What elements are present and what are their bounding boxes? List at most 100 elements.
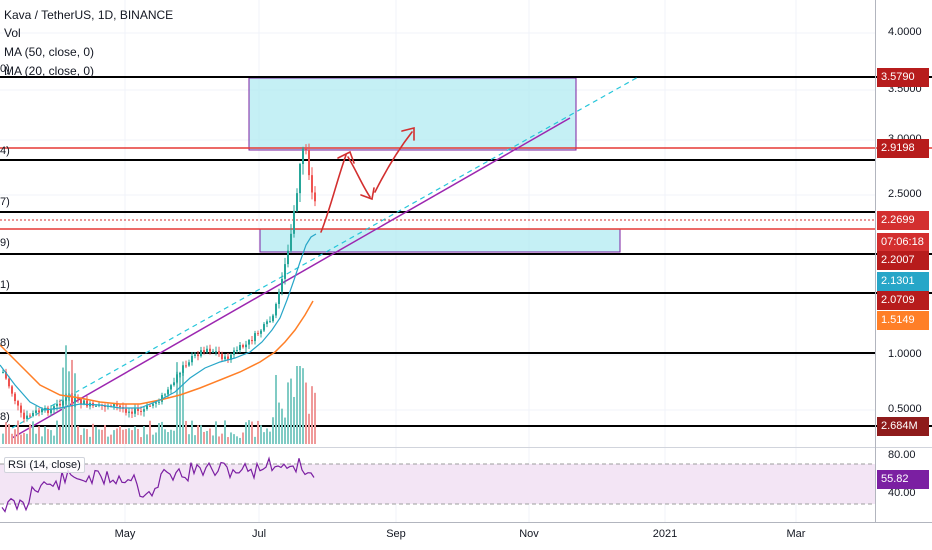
candle-body — [128, 411, 130, 413]
volume-bar — [224, 420, 226, 444]
candle-body — [299, 164, 301, 194]
candlesticks — [2, 143, 316, 423]
volume-bar — [200, 425, 202, 444]
volume-bar — [32, 421, 34, 444]
candle-body — [20, 405, 22, 413]
volume-bar — [47, 429, 49, 444]
candle-body — [29, 415, 31, 417]
price-axis-border — [875, 0, 876, 522]
candle-body — [41, 409, 43, 413]
candle-body — [155, 402, 157, 404]
candle-body — [17, 401, 19, 406]
volume-bar — [248, 420, 250, 444]
upper-target-zone[interactable] — [248, 77, 577, 151]
candle-body — [188, 362, 190, 366]
candle-body — [113, 404, 115, 407]
candle-body — [38, 410, 40, 413]
ma50-tag: 1.5149 — [877, 311, 929, 330]
trendline-dashed[interactable] — [11, 75, 641, 429]
candle-body — [8, 378, 10, 387]
price-tick: 2.5000 — [888, 188, 922, 200]
candle-body — [296, 193, 298, 211]
volume-bar — [260, 425, 262, 444]
candle-body — [179, 372, 181, 375]
price-tick: 1.0000 — [888, 348, 922, 360]
level-tag-zone: 2.9198 — [877, 139, 929, 158]
volume-bar — [275, 374, 277, 444]
last-price-tag: 2.2699 — [877, 211, 929, 230]
lower-support-zone[interactable] — [259, 228, 621, 253]
volume-bar — [86, 429, 88, 444]
vol-legend[interactable]: Vol — [4, 26, 21, 40]
volume-bar — [203, 431, 205, 444]
candle-body — [50, 409, 52, 414]
volume-bar — [134, 426, 136, 444]
volume-bar — [194, 435, 196, 444]
volume-bar — [314, 392, 316, 444]
volume-bar — [74, 373, 76, 444]
price-tick: 4.0000 — [888, 26, 922, 38]
candle-body — [212, 351, 214, 353]
candle-body — [197, 354, 199, 357]
candle-body — [134, 408, 136, 414]
volume-bar — [29, 424, 31, 444]
rsi-legend[interactable]: RSI (14, close) — [4, 457, 85, 473]
candle-body — [281, 278, 283, 292]
candle-body — [173, 382, 175, 386]
candle-body — [245, 344, 247, 348]
volume-bar — [59, 426, 61, 444]
volume-bar — [278, 402, 280, 444]
ma50-line — [0, 300, 314, 405]
candle-body — [2, 371, 4, 373]
volume-bar — [2, 433, 4, 444]
volume-bar — [26, 433, 28, 444]
trendline-solid[interactable] — [11, 117, 571, 439]
volume-bar — [101, 429, 103, 444]
candle-body — [167, 389, 169, 395]
volume-bar — [191, 420, 193, 444]
candle-body — [314, 192, 316, 202]
candle-body — [224, 356, 226, 360]
time-tick: Nov — [519, 528, 539, 540]
projection-arrows[interactable] — [320, 126, 415, 233]
volume-bar — [146, 434, 148, 444]
volume-bar — [44, 426, 46, 444]
volume-bar — [209, 428, 211, 444]
volume-bar — [263, 432, 265, 444]
candle-body — [11, 386, 13, 394]
volume-bar — [164, 429, 166, 444]
volume-bar — [140, 437, 142, 444]
candle-body — [287, 250, 289, 265]
pane-separator[interactable] — [0, 447, 875, 448]
rsi-band — [0, 464, 875, 504]
volume-bar — [11, 433, 13, 444]
symbol-title[interactable]: Kava / TetherUS, 1D, BINANCE — [4, 8, 174, 22]
candle-body — [218, 351, 220, 355]
candle-body — [137, 408, 139, 411]
volume-bar — [122, 429, 124, 444]
volume-bar — [125, 429, 127, 444]
volume-bar — [257, 420, 259, 444]
volume-bar — [128, 428, 130, 444]
volume-bar — [197, 425, 199, 444]
time-tick: 2021 — [652, 528, 678, 540]
time-tick: May — [114, 528, 136, 540]
candle-body — [35, 410, 37, 413]
volume-bar — [302, 368, 304, 444]
volume-bar — [167, 432, 169, 444]
candle-body — [248, 340, 250, 345]
rsi-line — [1, 456, 315, 513]
time-tick: Mar — [786, 528, 806, 540]
volume-bar — [50, 430, 52, 444]
ma20-legend[interactable]: MA (20, close, 0) — [4, 64, 95, 78]
candle-body — [275, 303, 277, 316]
candle-body — [194, 354, 196, 356]
cut-label: 8) — [0, 411, 10, 423]
volume-bar — [212, 435, 214, 444]
volume-bar — [236, 436, 238, 444]
ma50-legend[interactable]: MA (50, close, 0) — [4, 45, 95, 59]
volume-bar — [311, 386, 313, 444]
candle-body — [254, 333, 256, 342]
candle-body — [80, 399, 82, 405]
